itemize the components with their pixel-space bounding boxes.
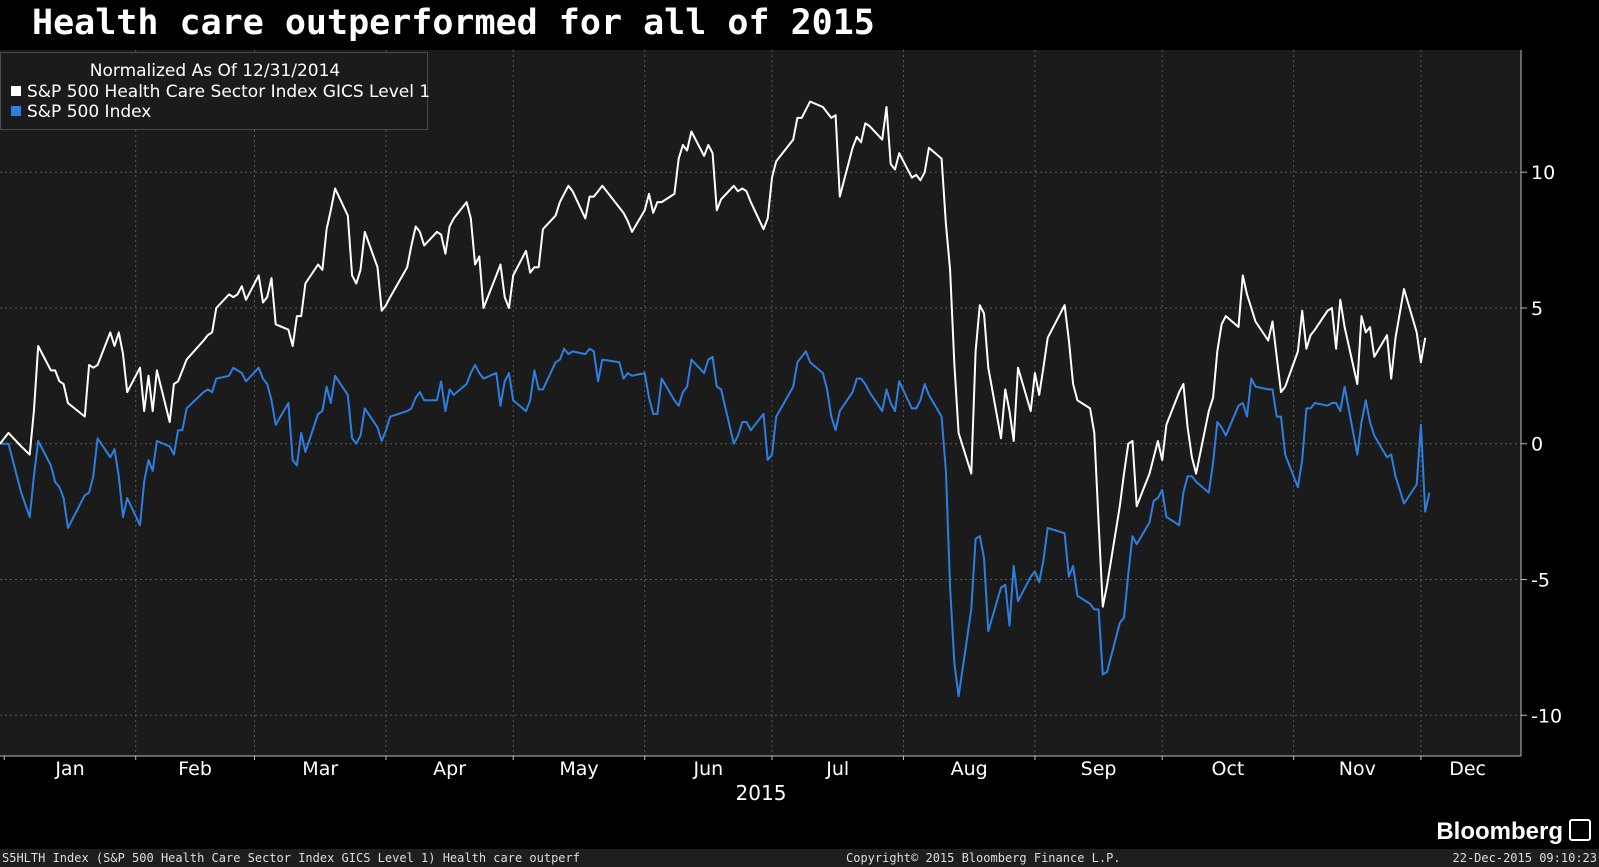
plot-area: [0, 50, 1521, 756]
bloomberg-logo: Bloomberg: [1436, 818, 1591, 846]
x-tick-label: Feb: [178, 758, 212, 780]
x-tick-label: May: [559, 758, 598, 780]
footer-source: S5HLTH Index (S&P 500 Health Care Sector…: [2, 851, 580, 865]
x-tick-label: Jul: [825, 758, 849, 780]
y-tick-label: 5: [1531, 298, 1543, 320]
y-tick-label: 10: [1531, 162, 1555, 184]
chart-title: Health care outperformed for all of 2015: [32, 3, 875, 43]
legend-header: Normalized As Of 12/31/2014: [89, 61, 341, 81]
legend-label: S&P 500 Index: [27, 102, 152, 122]
y-tick-label: -10: [1531, 705, 1562, 727]
y-tick-label: 0: [1531, 434, 1543, 456]
grid-lines: [0, 50, 1521, 756]
x-tick-label: Sep: [1081, 758, 1117, 780]
series-line-health-care: [0, 100, 1427, 608]
legend-item-sp500: S&P 500 Index: [11, 102, 151, 122]
x-tick-label: Nov: [1339, 758, 1376, 780]
legend-label: S&P 500 Health Care Sector Index GICS Le…: [27, 82, 431, 102]
x-tick-label: Aug: [951, 758, 988, 780]
x-tick-label: Jun: [692, 758, 723, 780]
series-lines: [0, 100, 1431, 698]
x-tick-label: Jan: [54, 758, 84, 780]
x-tick-label: Dec: [1449, 758, 1486, 780]
legend: Normalized As Of 12/31/2014 S&P 500 Heal…: [0, 52, 430, 130]
bloomberg-mark-icon: [1569, 819, 1591, 841]
x-tick-label: Oct: [1212, 758, 1245, 780]
footer-bar: S5HLTH Index (S&P 500 Health Care Sector…: [0, 849, 1599, 867]
legend-swatch-white: [11, 86, 21, 96]
x-axis: Jan Feb Mar Apr May Jun Jul Aug Sep Oct Nov Dec: [0, 755, 1521, 780]
y-tick-label: -5: [1531, 570, 1550, 592]
brand-text: Bloomberg: [1436, 818, 1563, 845]
footer-timestamp: 22-Dec-2015 09:10:23: [1452, 851, 1598, 865]
legend-item-health-care: S&P 500 Health Care Sector Index GICS Le…: [11, 82, 430, 102]
x-axis-label: 2015: [736, 781, 787, 805]
legend-swatch-blue: [11, 106, 21, 116]
y-axis: 10 5 0 -5 -10: [1520, 50, 1562, 756]
footer-copyright: Copyright© 2015 Bloomberg Finance L.P.: [846, 851, 1121, 865]
x-tick-label: Apr: [433, 758, 466, 780]
x-tick-label: Mar: [302, 758, 338, 780]
series-line-sp500: [0, 347, 1431, 698]
